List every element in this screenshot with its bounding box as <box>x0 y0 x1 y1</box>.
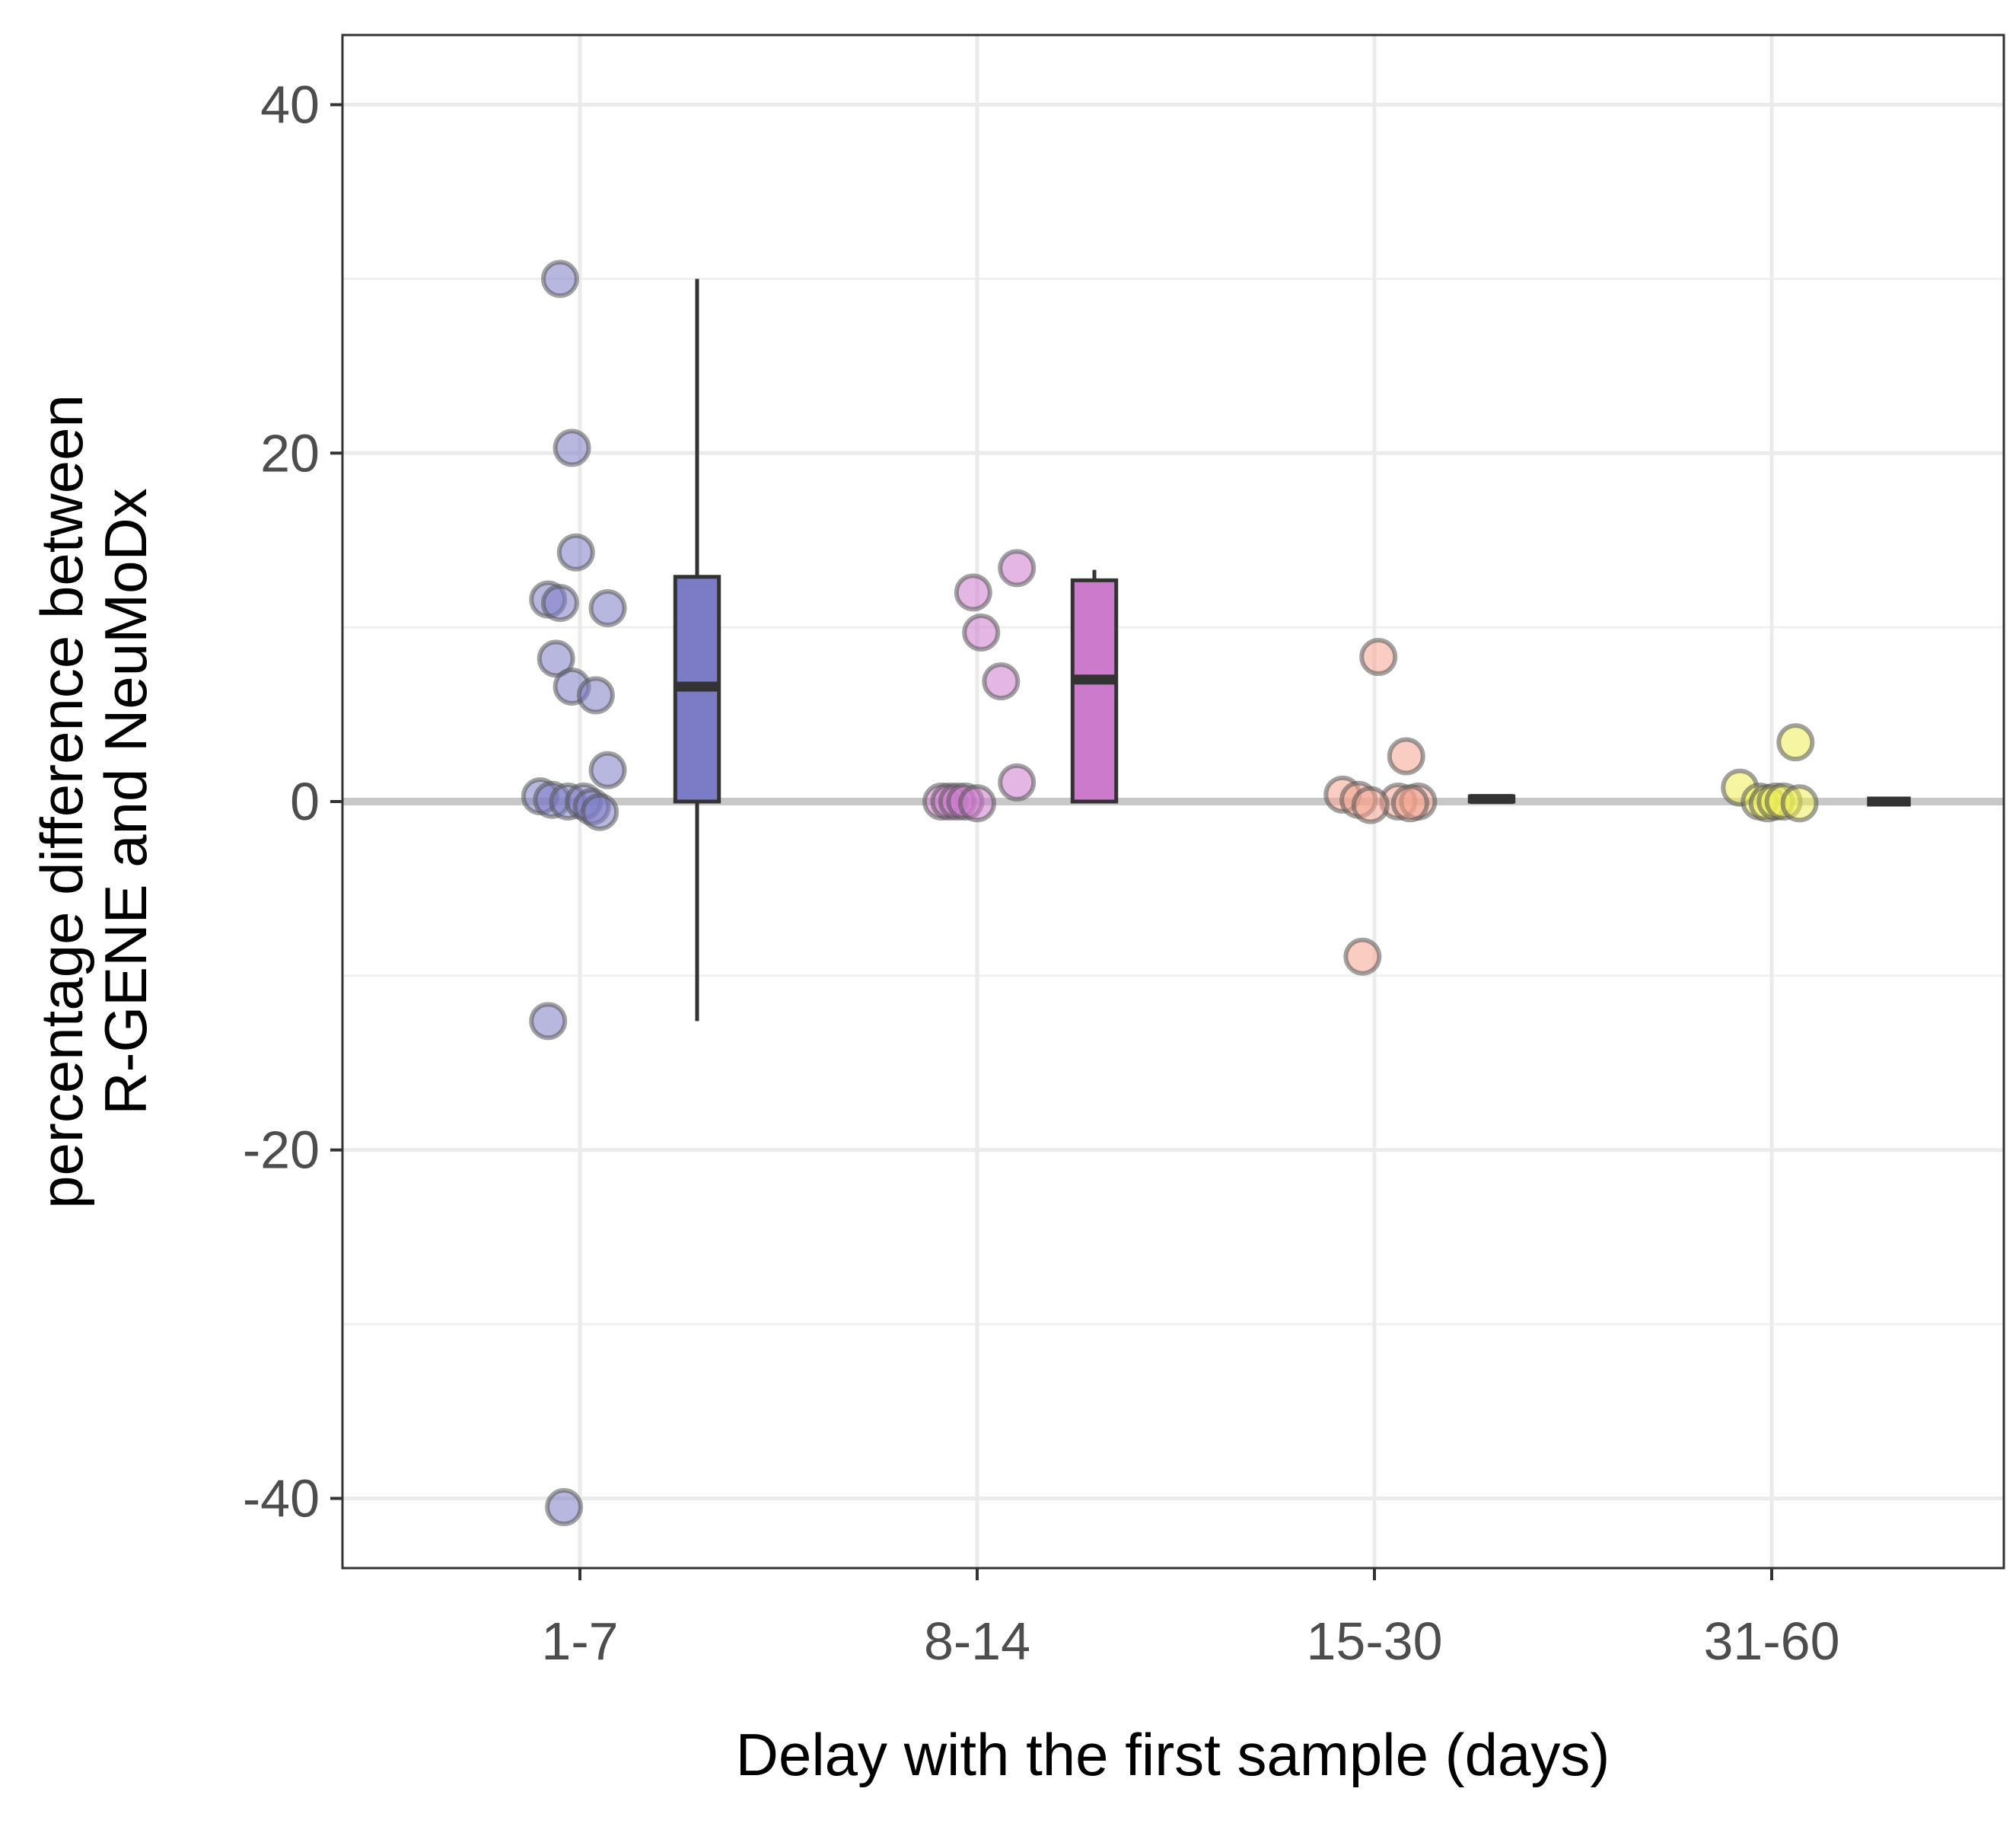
data-point <box>588 588 627 627</box>
data-point <box>553 429 591 467</box>
data-point <box>958 784 996 823</box>
data-point <box>556 533 595 572</box>
data-point <box>581 792 619 831</box>
data-point <box>998 763 1037 802</box>
data-point <box>1343 937 1382 976</box>
data-point <box>576 676 615 715</box>
y-tick-label: 0 <box>290 772 320 831</box>
data-point <box>962 614 1001 652</box>
boxplots <box>673 279 1911 1022</box>
data-point <box>1387 737 1425 776</box>
data-point <box>1390 784 1429 823</box>
data-point <box>954 573 992 612</box>
y-tick-label: -20 <box>243 1121 320 1180</box>
y-tick-label: 20 <box>260 423 320 483</box>
y-axis-title-line-2: R-GENE and NeuMoDx <box>92 488 159 1115</box>
data-point <box>537 639 575 678</box>
data-point <box>545 1487 584 1526</box>
axes: -40 -20 0 20 40 1-7 8-14 15-30 31-60 <box>243 75 1840 1671</box>
x-tick-label: 15-30 <box>1306 1611 1442 1671</box>
data-point <box>1780 784 1819 823</box>
x-tick-label: 31-60 <box>1703 1611 1839 1671</box>
data-point <box>540 260 579 298</box>
data-point <box>588 751 627 789</box>
data-point <box>1776 723 1815 762</box>
x-tick-label: 1-7 <box>541 1611 618 1671</box>
data-point <box>529 1002 568 1041</box>
data-point <box>1359 638 1398 677</box>
y-tick-label: 40 <box>260 75 320 135</box>
y-axis-title-line-1: percentage difference between <box>28 394 95 1209</box>
data-point <box>1351 786 1390 824</box>
data-point <box>540 584 579 623</box>
y-tick-label: -40 <box>243 1468 320 1528</box>
data-point <box>998 549 1037 588</box>
x-tick-label: 8-14 <box>924 1611 1030 1671</box>
data-point <box>982 662 1021 701</box>
jitter-points <box>521 260 1819 1526</box>
box <box>1070 578 1119 804</box>
x-axis-title: Delay with the first sample (days) <box>736 1721 1610 1788</box>
